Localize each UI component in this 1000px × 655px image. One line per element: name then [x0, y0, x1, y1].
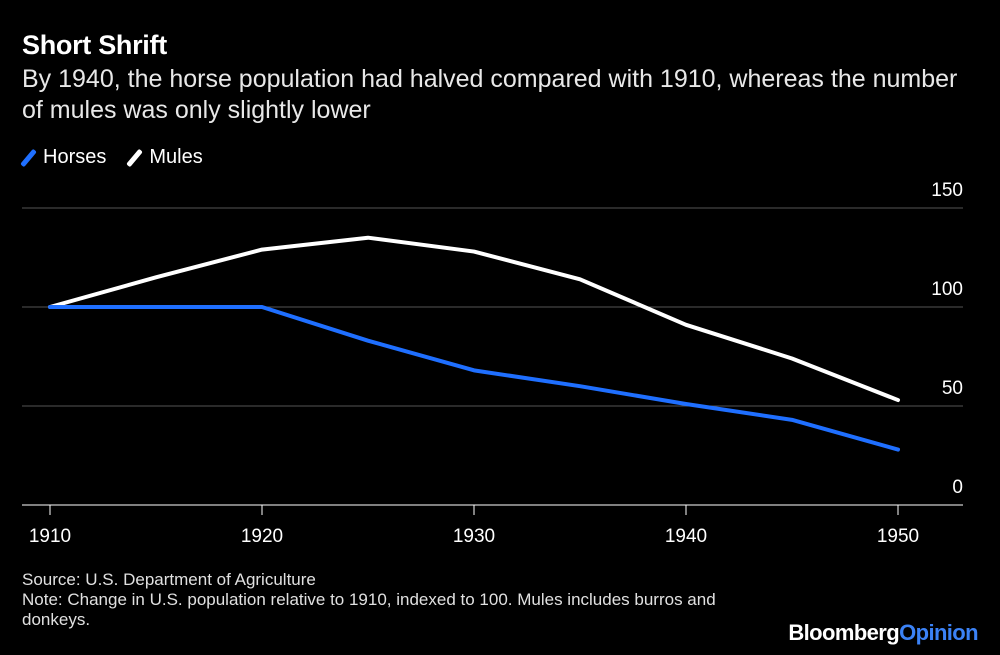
methodology-note: Note: Change in U.S. population relative… [22, 590, 716, 629]
x-tick-label-1910: 1910 [29, 526, 71, 547]
chart-subtitle: By 1940, the horse population had halved… [22, 65, 958, 124]
x-tick-label-1950: 1950 [877, 526, 919, 547]
legend-label-horses: Horses [43, 146, 107, 168]
brand-logo-opinion: Opinion [899, 620, 979, 645]
line-chart: 0 50 100 150 1910 1920 1930 1940 1950 [22, 180, 963, 547]
y-tick-label-0: 0 [952, 477, 963, 498]
legend-item-mules: Mules [126, 146, 203, 169]
x-tick-label-1920: 1920 [241, 526, 283, 547]
brand-logo: BloombergOpinion [788, 620, 978, 646]
chart-footer: Source: U.S. Department of Agriculture N… [22, 570, 762, 630]
x-tick-label-1930: 1930 [453, 526, 495, 547]
chart-title: Short Shrift [22, 30, 167, 60]
series-line-horses [48, 305, 900, 452]
legend-item-horses: Horses [20, 146, 107, 169]
x-tick-label-1940: 1940 [665, 526, 707, 547]
source-note: Source: U.S. Department of Agriculture [22, 570, 316, 589]
legend-label-mules: Mules [149, 146, 203, 168]
y-tick-label-100: 100 [931, 279, 963, 300]
y-tick-label-150: 150 [931, 180, 963, 201]
brand-logo-bloomberg: Bloomberg [788, 620, 900, 645]
series-line-mules [48, 235, 900, 403]
legend: Horses Mules [20, 146, 225, 169]
y-tick-label-50: 50 [942, 378, 963, 399]
